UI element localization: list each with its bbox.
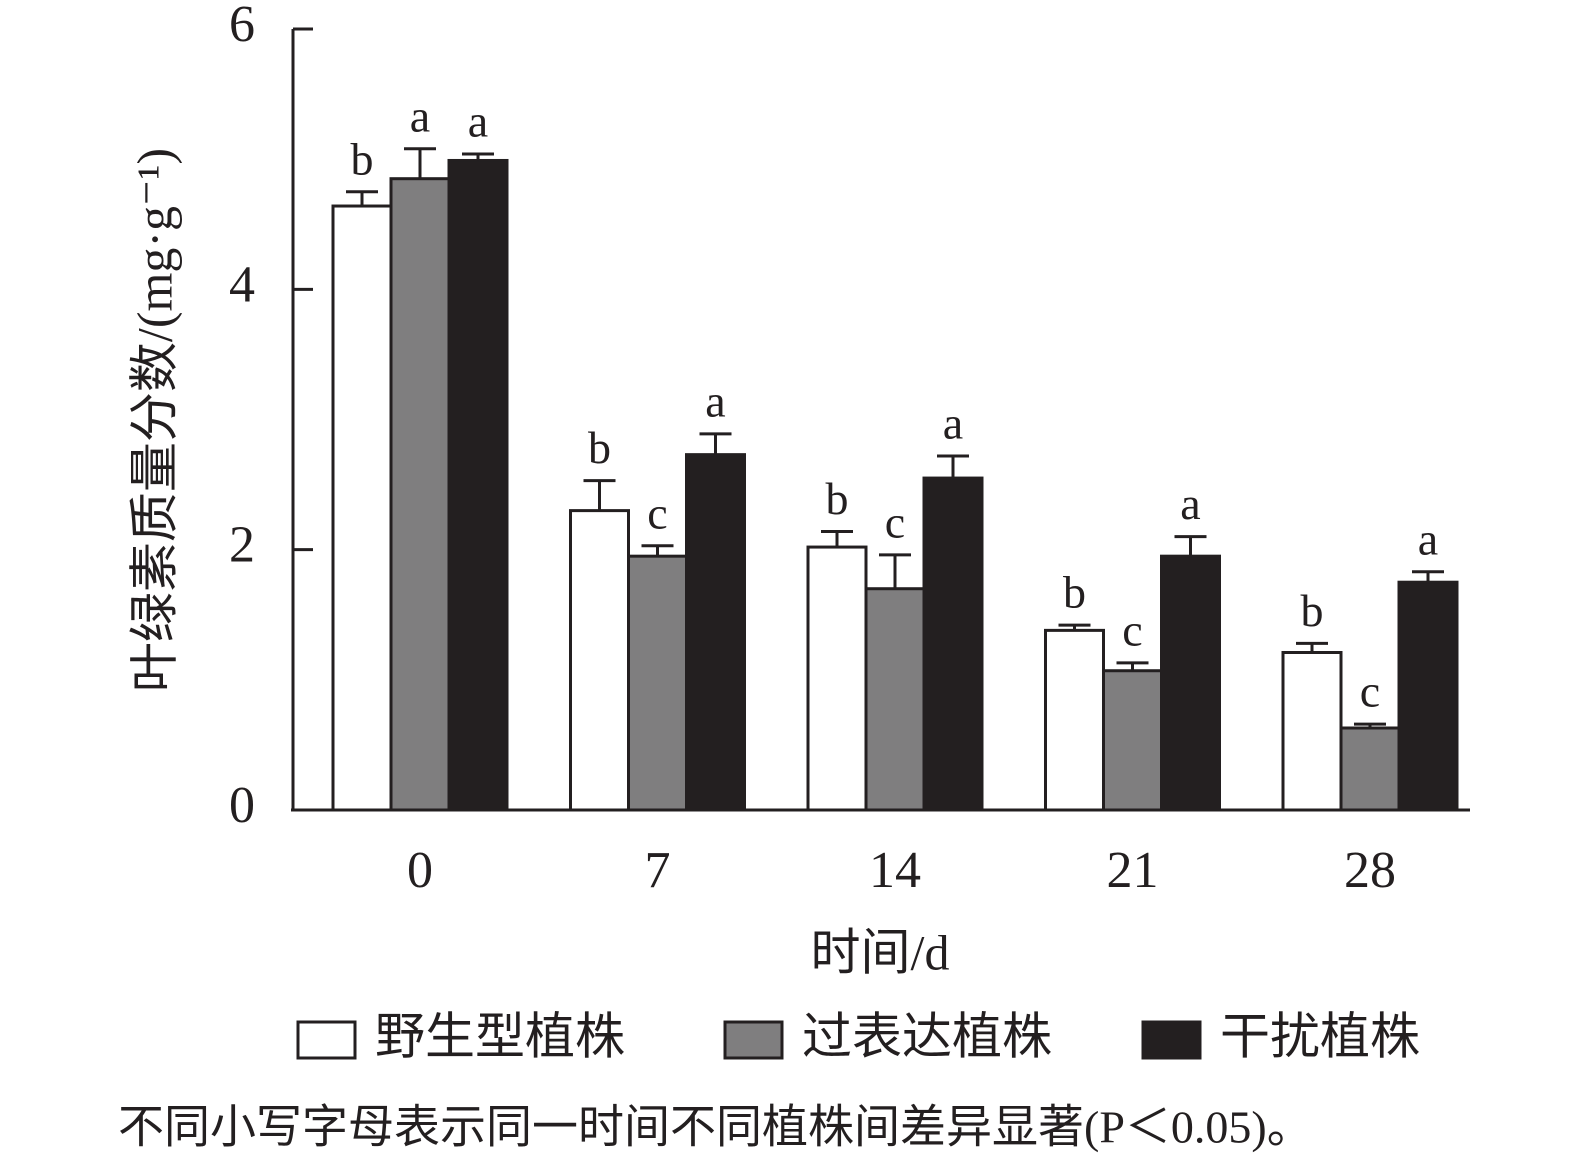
bar — [389, 177, 451, 812]
bar — [1339, 726, 1401, 812]
y-tick-label: 4 — [229, 256, 255, 313]
x-tick-label: 28 — [1344, 842, 1396, 899]
significance-label: a — [943, 398, 963, 449]
x-tick-label: 0 — [407, 842, 433, 899]
significance-label: b — [351, 133, 374, 184]
legend-swatch — [296, 1020, 357, 1060]
bar — [1102, 669, 1163, 812]
legend-label: 野生型植株 — [375, 1008, 625, 1064]
significance-label: a — [705, 375, 725, 426]
legend-label: 过表达植株 — [802, 1008, 1052, 1064]
significance-label: b — [826, 473, 849, 524]
significance-label: a — [468, 96, 488, 147]
footnote: 不同小写字母表示同一时间不同植株间差异显著(P＜0.05)。 — [118, 1102, 1313, 1153]
bar — [864, 587, 926, 812]
legend-swatch — [1141, 1020, 1202, 1060]
significance-label: a — [1180, 478, 1200, 529]
bar — [569, 509, 630, 812]
x-tick-label: 14 — [869, 842, 921, 899]
significance-label: b — [1063, 567, 1086, 618]
significance-label: b — [1301, 585, 1324, 636]
bar — [1281, 650, 1343, 812]
bar — [447, 158, 509, 812]
x-axis-title: 时间/d — [811, 924, 950, 980]
significance-label: c — [885, 496, 905, 547]
x-tick-label: 21 — [1107, 842, 1159, 899]
significance-label: b — [588, 422, 611, 473]
significance-label: c — [647, 487, 667, 538]
bar — [806, 545, 868, 812]
bar — [922, 476, 984, 812]
y-tick-label: 6 — [229, 0, 255, 53]
y-tick-label: 0 — [229, 777, 255, 834]
significance-label: a — [410, 90, 430, 141]
bar — [1044, 628, 1105, 812]
legend-swatch — [723, 1020, 784, 1060]
legend-label: 干扰植株 — [1220, 1008, 1420, 1064]
bar — [627, 554, 688, 812]
bar — [685, 453, 746, 812]
bar — [1397, 580, 1459, 812]
y-axis-title: 叶绿素质量分数/(mg·g⁻¹) — [126, 148, 182, 692]
x-tick-label: 7 — [645, 842, 671, 899]
y-tick-label: 2 — [229, 517, 255, 574]
significance-label: c — [1122, 604, 1142, 655]
bar — [1160, 554, 1221, 812]
bar — [331, 204, 393, 812]
significance-label: a — [1418, 513, 1438, 564]
significance-label: c — [1360, 666, 1380, 717]
